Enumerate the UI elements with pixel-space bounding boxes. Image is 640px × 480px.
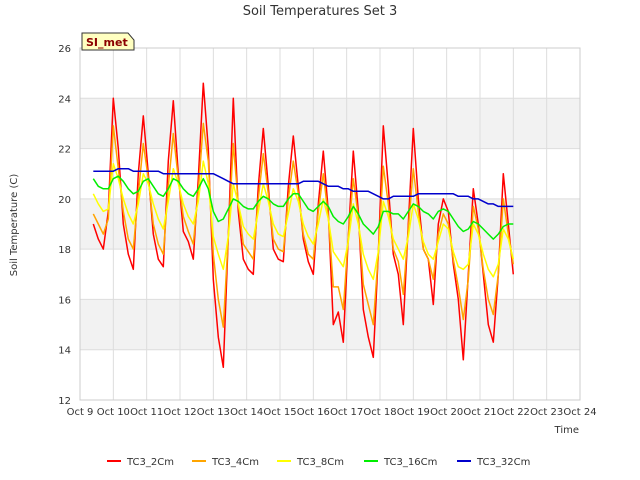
band-stripe xyxy=(80,299,580,350)
x-tick-label: Oct 23 xyxy=(530,407,563,418)
x-tick-label: Oct 10 xyxy=(97,407,130,418)
legend-label: TC3_32Cm xyxy=(476,457,530,468)
legend: TC3_2Cm TC3_4Cm TC3_8Cm TC3_16Cm TC3_32Cm xyxy=(107,457,530,468)
x-tick-label: Oct 11 xyxy=(130,407,163,418)
chart-title: Soil Temperatures Set 3 xyxy=(243,4,398,19)
badge-label: SI_met xyxy=(86,36,128,49)
x-tick-label: Oct 13 xyxy=(197,407,230,418)
series-line-tc3_2cm xyxy=(92,82,515,369)
series-line-tc3_16cm xyxy=(92,175,514,240)
legend-label: TC3_2Cm xyxy=(126,457,174,468)
x-tick-label: Oct 22 xyxy=(497,407,530,418)
series-line-tc3_32cm xyxy=(93,167,514,208)
x-axis-label: Time xyxy=(554,425,579,436)
legend-item-tc3_16cm: TC3_16Cm xyxy=(364,457,437,468)
legend-label: TC3_16Cm xyxy=(383,457,437,468)
legend-label: TC3_4Cm xyxy=(211,457,259,468)
y-tick-label: 18 xyxy=(58,245,71,256)
legend-label: TC3_8Cm xyxy=(296,457,344,468)
x-tick-label: Oct 14 xyxy=(230,407,263,418)
x-tick-label: Oct 19 xyxy=(397,407,430,418)
x-tick-label: Oct 9 xyxy=(67,407,94,418)
series-line-tc3_8cm xyxy=(92,160,515,281)
x-tick-label: Oct 20 xyxy=(430,407,463,418)
series-lines xyxy=(92,82,515,369)
x-tick-label: Oct 12 xyxy=(163,407,196,418)
x-tick-label: Oct 24 xyxy=(563,407,596,418)
x-axis-ticks: Oct 9 Oct 10 Oct 11 Oct 12 Oct 13 Oct 14 Oct 1… xyxy=(67,407,597,418)
x-tick-label: Oct 15 xyxy=(263,407,296,418)
y-tick-label: 14 xyxy=(58,346,71,357)
legend-item-tc3_32cm: TC3_32Cm xyxy=(457,457,530,468)
series-line-tc3_4cm xyxy=(92,122,515,328)
y-tick-label: 22 xyxy=(58,145,71,156)
y-tick-label: 26 xyxy=(58,44,71,55)
x-tick-label: Oct 18 xyxy=(363,407,396,418)
x-tick-label: Oct 16 xyxy=(297,407,330,418)
x-tick-label: Oct 17 xyxy=(330,407,363,418)
y-axis-ticks: 12 14 16 18 20 22 24 26 xyxy=(58,44,71,407)
plot-border xyxy=(79,47,581,401)
band-stripe xyxy=(80,98,580,149)
x-tick-label: Oct 21 xyxy=(463,407,496,418)
y-tick-label: 20 xyxy=(58,195,71,206)
y-tick-label: 12 xyxy=(58,396,71,407)
legend-item-tc3_8cm: TC3_8Cm xyxy=(277,457,344,468)
site-badge: SI_met xyxy=(81,32,135,51)
badge-box xyxy=(81,32,135,51)
y-axis-label: Soil Temperature (C) xyxy=(9,174,20,277)
y-tick-label: 16 xyxy=(58,295,71,306)
legend-item-tc3_4cm: TC3_4Cm xyxy=(192,457,259,468)
plot-area xyxy=(80,48,580,400)
y-tick-label: 24 xyxy=(58,94,71,105)
legend-item-tc3_2cm: TC3_2Cm xyxy=(107,457,174,468)
